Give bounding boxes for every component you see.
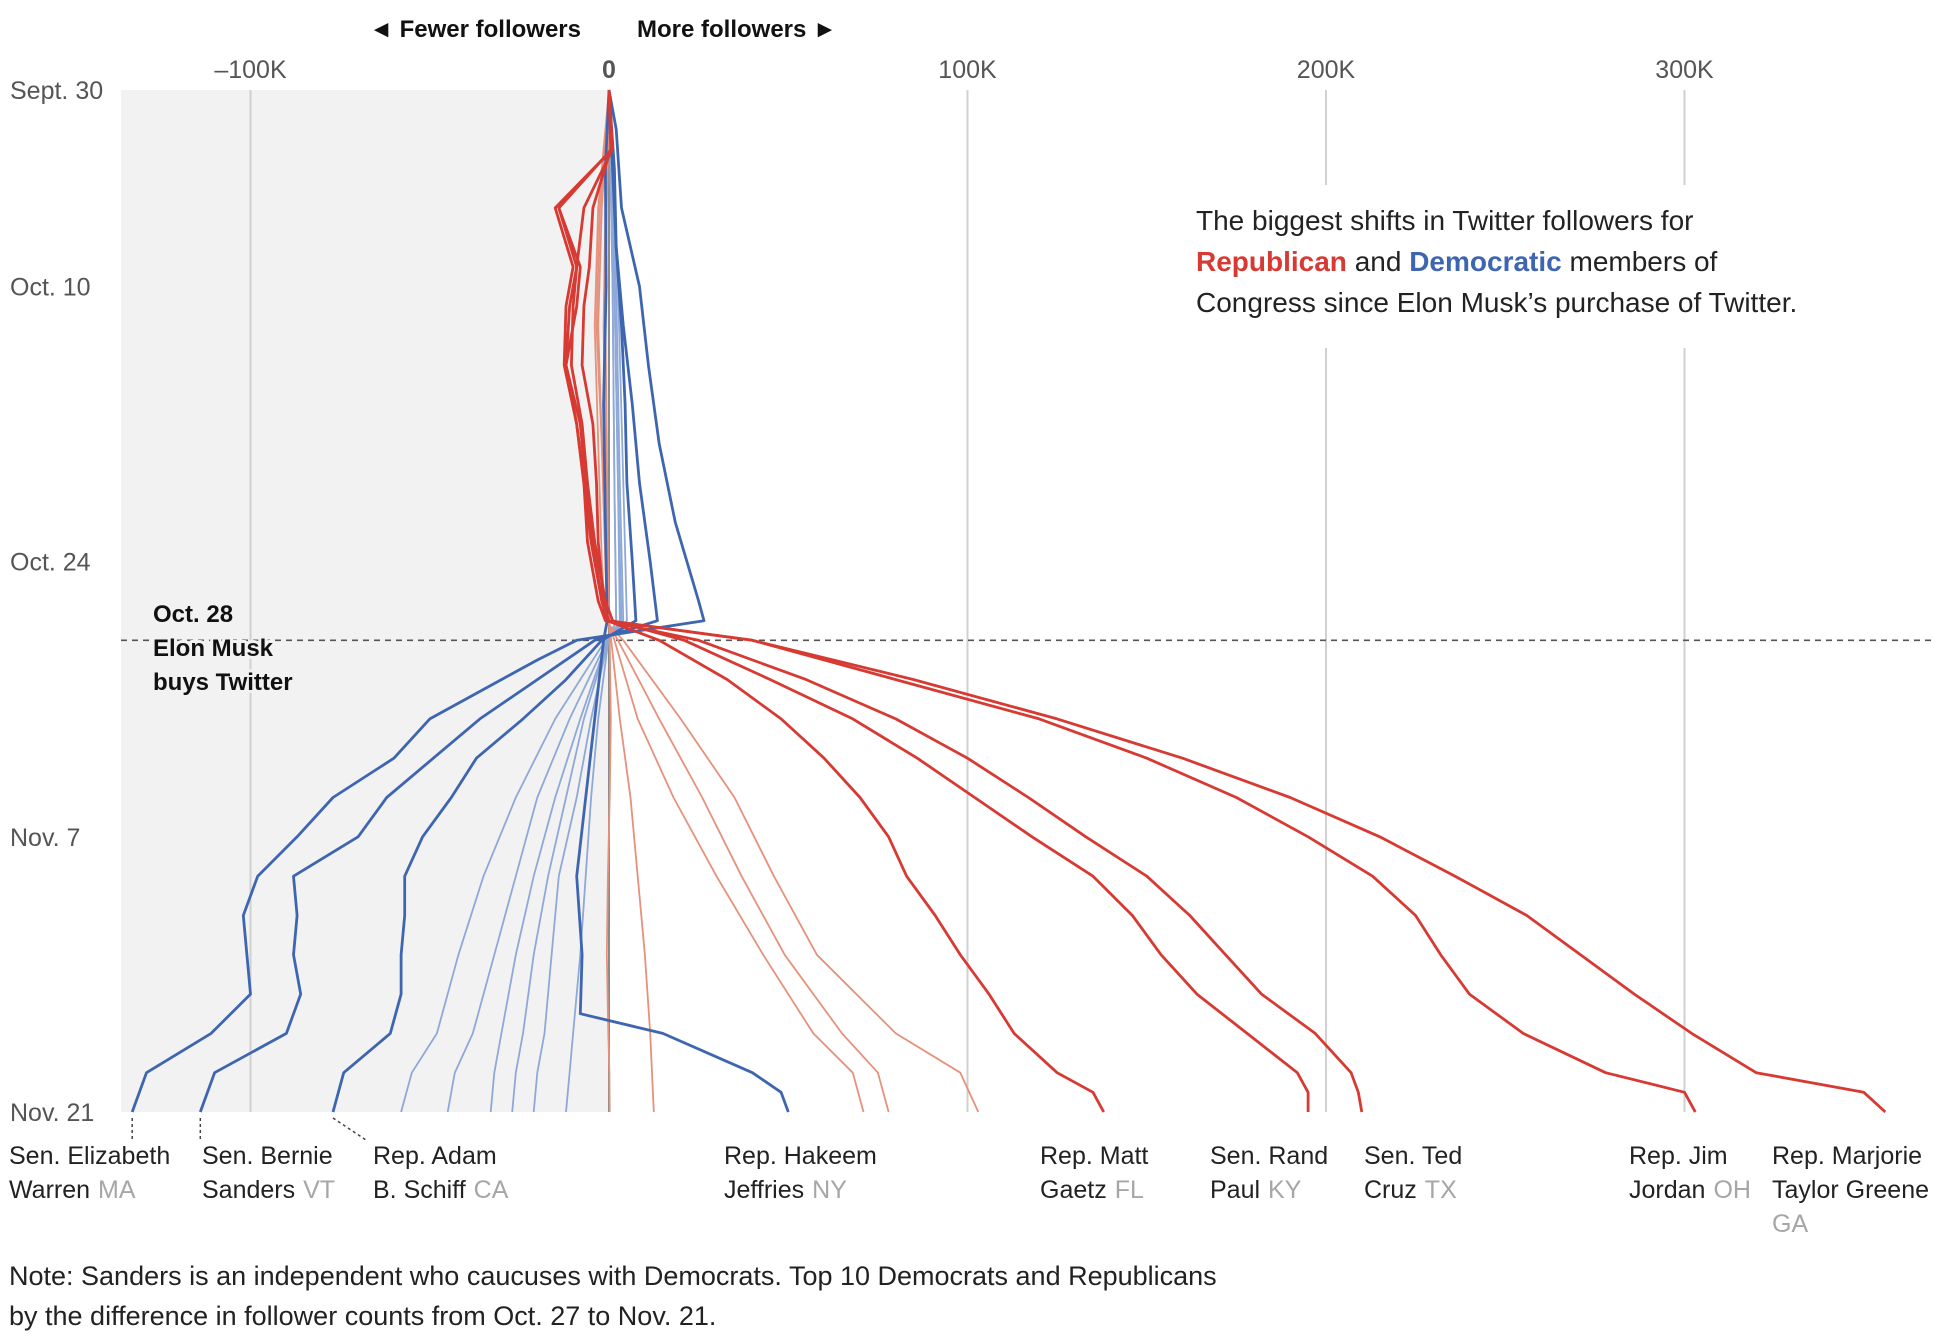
series-label-line-2: Jordan OH [1629,1176,1751,1204]
state-abbrev: OH [1713,1176,1751,1204]
label-connector [332,1117,367,1141]
x-tick-label: 100K [938,56,997,84]
democratic-series-line [331,89,638,1113]
y-tick-label: Nov. 21 [10,1099,94,1127]
democratic-series-line [446,89,625,1113]
annotation-and: and [1346,246,1410,277]
republican-series-line [593,89,980,1113]
event-label-halo: Elon Musk [153,635,274,662]
event-label-line: Oct. 28 [153,601,233,628]
y-tick-label: Oct. 24 [10,549,91,577]
event-label-line: buys Twitter [153,669,293,696]
state-abbrev: MA [98,1176,136,1204]
series-label-line-2: Jeffries NY [724,1176,847,1204]
y-tick-label: Nov. 7 [10,824,80,852]
y-axis-tick-labels: Sept. 30 Oct. 10 Oct. 24 Nov. 7 Nov. 21 [10,77,103,1127]
annotation-line-1: The biggest shifts in Twitter followers … [1196,205,1694,236]
state-abbrev: FL [1115,1176,1144,1204]
event-label-halo: Oct. 28 [153,601,233,628]
series-label: Rep. Jim Jordan OH [1629,1142,1751,1204]
series-label-line-1: Sen. Ted [1364,1142,1462,1170]
more-followers-label: More followers ► [637,16,837,43]
series-label-line-1: Rep. Adam [373,1142,497,1170]
annotation-line-2: members of [1561,246,1718,277]
democratic-series-line [511,89,621,1113]
series-label-line-1: Rep. Matt [1040,1142,1148,1170]
y-tick-label: Oct. 10 [10,274,91,302]
series-label: Sen. Rand Paul KY [1210,1142,1328,1204]
series-label-line-1: Rep. Marjorie [1772,1142,1922,1170]
republican-key: Republican [1196,246,1347,277]
state-abbrev: CA [474,1176,509,1204]
democratic-series-line [400,89,628,1113]
series-label-line-1: Sen. Bernie [202,1142,333,1170]
series-label-line-1: Sen. Rand [1210,1142,1328,1170]
fewer-followers-shading [121,90,609,1112]
state-abbrev: NY [812,1176,847,1204]
series-label: Sen. Elizabeth Warren MA [9,1118,170,1204]
state-abbrev: VT [303,1176,335,1204]
event-label-halo: buys Twitter [153,669,293,696]
democratic-series-line [130,89,706,1113]
series-label: Rep. Matt Gaetz FL [1040,1142,1148,1204]
series-lines [130,89,1887,1114]
series-label: Sen. Ted Cruz TX [1364,1142,1462,1204]
x-tick-label: 0 [602,56,616,84]
republican-series-line [557,89,1887,1114]
democratic-series-line [198,89,659,1113]
series-label-line-1: Sen. Elizabeth [9,1142,170,1170]
republican-series-line [553,89,1697,1113]
annotation-line-3: Congress since Elon Musk’s purchase of T… [1196,287,1798,318]
x-tick-label: –100K [214,56,287,84]
fewer-followers-label: ◄ Fewer followers [369,16,581,43]
democratic-key: Democratic [1409,246,1562,277]
series-labels: Sen. Elizabeth Warren MA Sen. Bernie Sanders… [9,1117,1929,1238]
series-label: Sen. Bernie Sanders VT [199,1118,335,1204]
republican-series-line [580,89,1105,1113]
series-label-state: GA [1772,1210,1808,1238]
republican-series-line [595,89,890,1113]
series-label: Rep. Hakeem Jeffries NY [724,1142,877,1204]
series-label-line-2: Taylor Greene [1772,1176,1929,1204]
chart-annotation: The biggest shifts in Twitter followers … [1196,200,1896,323]
series-label-line-2: Gaetz FL [1040,1176,1144,1204]
series-label: Rep. Adam B. Schiff CA [332,1117,509,1204]
series-label-line-2: B. Schiff CA [373,1176,509,1204]
series-label-line-1: Rep. Hakeem [724,1142,877,1170]
series-label-line-2: Cruz TX [1364,1176,1457,1204]
x-axis-tick-labels: –100K 0 100K 200K 300K [214,56,1714,84]
republican-series-line [557,89,1364,1113]
series-label-line-2: Warren MA [9,1176,136,1204]
republican-series-line [597,89,865,1113]
series-label-line-2: Paul KY [1210,1176,1302,1204]
republican-series-line [570,89,1310,1112]
event-label-line: Elon Musk [153,635,274,662]
state-abbrev: KY [1268,1176,1302,1204]
direction-labels: ◄ Fewer followers More followers ► [369,16,837,43]
note-line-2: by the difference in follower counts fro… [9,1301,717,1331]
y-tick-label: Sept. 30 [10,77,103,105]
state-abbrev: TX [1425,1176,1457,1204]
follower-shift-chart: –100K 0 100K 200K 300K Sept. 30 Oct. 10 Oct. 2… [9,16,1934,1238]
series-label-line-1: Rep. Jim [1629,1142,1728,1170]
x-tick-label: 300K [1655,56,1714,84]
chart-note: Note: Sanders is an independent who cauc… [9,1256,1409,1336]
note-line-1: Note: Sanders is an independent who cauc… [9,1261,1217,1291]
democratic-series-line [565,89,618,1113]
x-tick-label: 200K [1297,56,1356,84]
state-abbrev: GA [1772,1210,1808,1238]
series-label: Rep. Marjorie Taylor Greene GA [1772,1142,1929,1238]
democratic-series-line [575,89,790,1113]
series-label-line-2: Sanders VT [202,1176,335,1204]
